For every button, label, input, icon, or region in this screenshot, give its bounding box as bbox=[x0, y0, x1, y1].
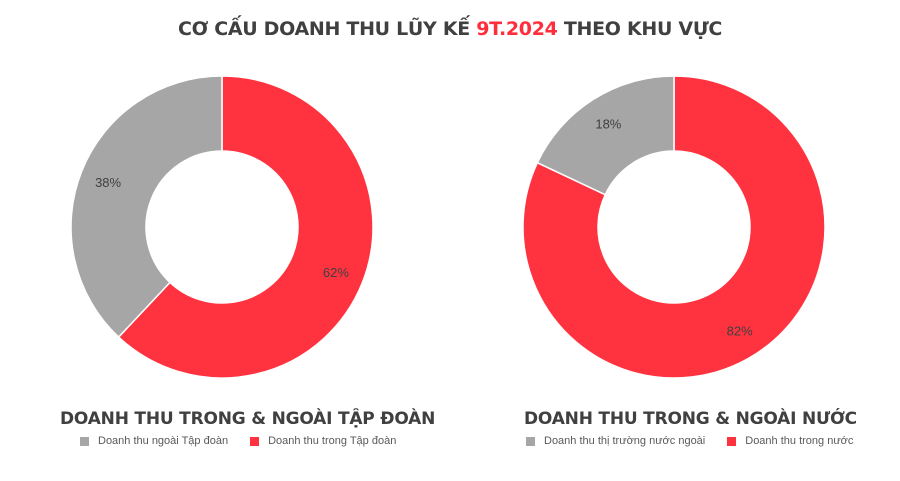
donut-slice-grey bbox=[536, 75, 675, 196]
donut-chart-domestic-svg: 82% 18% bbox=[522, 75, 826, 379]
page-title: CƠ CẤU DOANH THU LŨY KẾ 9T.2024 THEO KHU… bbox=[0, 18, 900, 40]
legend-swatch-domestic bbox=[727, 436, 737, 446]
legend-item-foreign-market: Doanh thu thị trường nước ngoài bbox=[526, 435, 705, 447]
legend-item-domestic: Doanh thu trong nước bbox=[727, 435, 853, 447]
legend-item-inside-group: Doanh thu trong Tập đoàn bbox=[250, 435, 396, 447]
legend-swatch-outside-group bbox=[80, 436, 89, 446]
slice-label-red: 62% bbox=[323, 265, 349, 280]
donut-chart-group-svg: 62% 38% bbox=[70, 75, 374, 379]
legend-item-outside-group: Doanh thu ngoài Tập đoàn bbox=[80, 435, 228, 447]
slice-label-grey: 38% bbox=[95, 175, 121, 190]
slice-label-grey: 18% bbox=[595, 117, 621, 132]
legend-group: Doanh thu ngoài Tập đoàn Doanh thu trong… bbox=[80, 435, 418, 447]
page-title-suffix: THEO KHU VỰC bbox=[557, 18, 723, 40]
chart-title-domestic: DOANH THU TRONG & NGOÀI NƯỚC bbox=[524, 409, 857, 429]
page-title-highlight: 9T.2024 bbox=[476, 18, 558, 40]
donut-chart-group: 62% 38% bbox=[65, 70, 385, 390]
legend-label-inside-group: Doanh thu trong Tập đoàn bbox=[268, 435, 397, 447]
legend-label-foreign-market: Doanh thu thị trường nước ngoài bbox=[544, 435, 706, 447]
page-title-prefix: CƠ CẤU DOANH THU LŨY KẾ bbox=[177, 18, 477, 40]
donut-slice-red bbox=[117, 75, 374, 379]
donut-slice-red bbox=[522, 75, 826, 379]
legend-swatch-foreign-market bbox=[526, 436, 535, 446]
donut-chart-domestic: 82% 18% bbox=[517, 70, 837, 390]
slice-label-red: 82% bbox=[727, 323, 753, 338]
donut-slice-grey bbox=[70, 75, 223, 339]
chart-title-group: DOANH THU TRONG & NGOÀI TẬP ĐOÀN bbox=[60, 409, 436, 429]
legend-swatch-inside-group bbox=[250, 436, 260, 446]
legend-label-outside-group: Doanh thu ngoài Tập đoàn bbox=[98, 435, 229, 447]
legend-domestic: Doanh thu thị trường nước ngoài Doanh th… bbox=[526, 435, 875, 447]
legend-label-domestic: Doanh thu trong nước bbox=[745, 435, 854, 447]
